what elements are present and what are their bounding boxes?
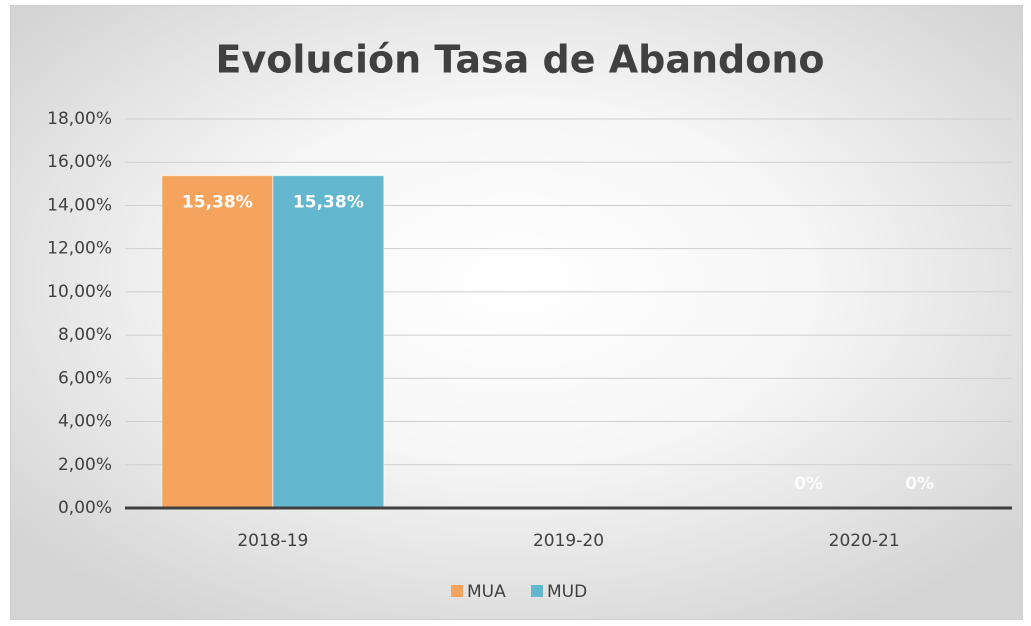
legend-swatch: [531, 585, 543, 597]
y-tick-label: 8,00%: [58, 325, 112, 345]
data-label: 15,38%: [293, 193, 364, 213]
y-tick-label: 16,00%: [47, 152, 112, 172]
y-tick-label: 10,00%: [47, 282, 112, 302]
x-tick-label: 2020-21: [829, 531, 900, 551]
bar: [161, 175, 274, 509]
y-tick-label: 12,00%: [47, 239, 112, 259]
data-label: 0%: [905, 474, 934, 494]
y-tick-label: 18,00%: [47, 109, 112, 129]
x-tick-label: 2019-20: [533, 531, 604, 551]
y-tick-label: 2,00%: [58, 455, 112, 475]
y-tick-label: 0,00%: [58, 498, 112, 518]
data-label: 0%: [794, 474, 823, 494]
y-tick-label: 6,00%: [58, 368, 112, 388]
y-tick-label: 14,00%: [47, 195, 112, 215]
legend-label: MUA: [467, 582, 506, 602]
chart-title: Evolución Tasa de Abandono: [216, 38, 825, 82]
bar: [272, 175, 385, 509]
y-tick-label: 4,00%: [58, 412, 112, 432]
legend-label: MUD: [547, 582, 587, 602]
legend-swatch: [451, 585, 463, 597]
data-label: 15,38%: [182, 193, 253, 213]
x-tick-label: 2018-19: [237, 531, 308, 551]
